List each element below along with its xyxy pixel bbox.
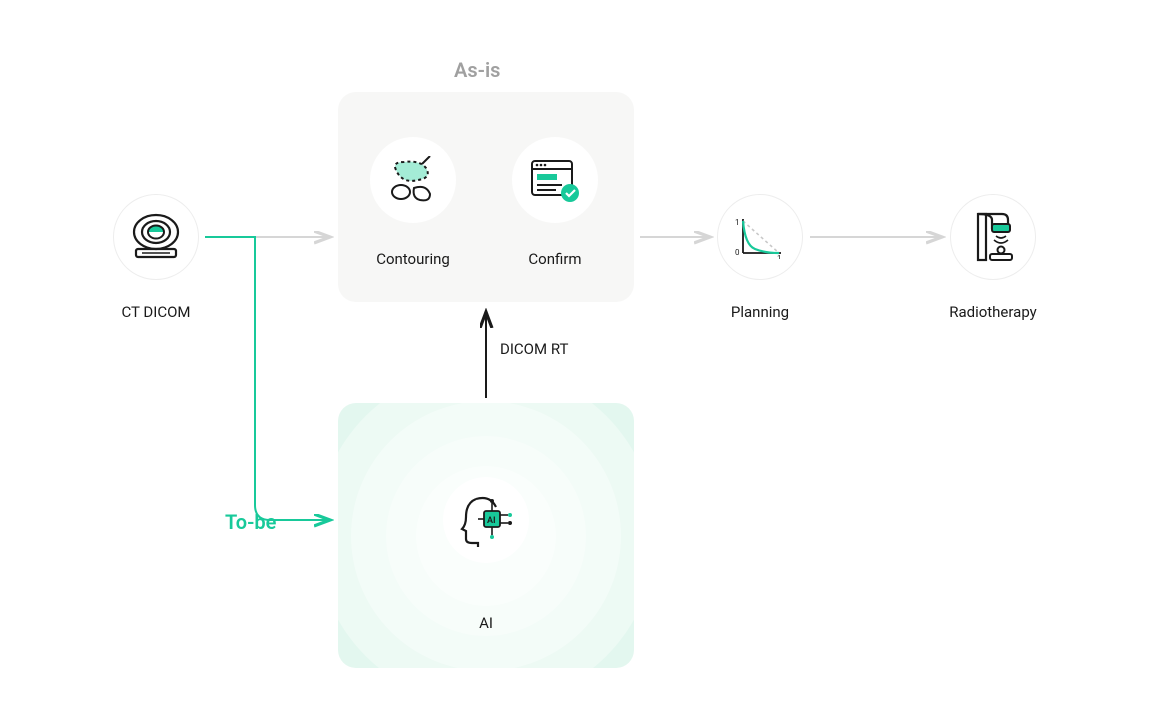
planning-chart-icon: 1 0 1 xyxy=(735,215,785,259)
planning-label: Planning xyxy=(690,303,830,321)
ai-node: AI xyxy=(443,477,529,563)
planning-node: 1 0 1 xyxy=(717,194,803,280)
contouring-icon xyxy=(384,156,442,204)
svg-text:0: 0 xyxy=(735,248,740,257)
svg-text:AI: AI xyxy=(487,516,496,526)
contouring-node xyxy=(370,137,456,223)
tobe-title: To-be xyxy=(225,510,276,534)
confirm-icon xyxy=(528,157,582,203)
diagram-canvas: As-is To-be DICOM RT CT DICOM Contouring xyxy=(0,0,1160,714)
ai-label: AI xyxy=(416,614,556,632)
radio-node xyxy=(950,194,1036,280)
confirm-label: Confirm xyxy=(485,250,625,268)
ct-label: CT DICOM xyxy=(86,303,226,321)
ct-scanner-icon xyxy=(128,212,184,262)
svg-text:1: 1 xyxy=(735,218,740,227)
radio-label: Radiotherapy xyxy=(923,303,1063,321)
ai-head-icon: AI xyxy=(456,491,516,549)
confirm-node xyxy=(512,137,598,223)
radiotherapy-icon xyxy=(968,210,1018,264)
edge-ct-to-ai xyxy=(205,237,330,520)
asis-title: As-is xyxy=(454,58,500,82)
svg-text:1: 1 xyxy=(777,254,782,259)
dicom-rt-label: DICOM RT xyxy=(500,340,568,358)
contouring-label: Contouring xyxy=(343,250,483,268)
ct-node xyxy=(113,194,199,280)
